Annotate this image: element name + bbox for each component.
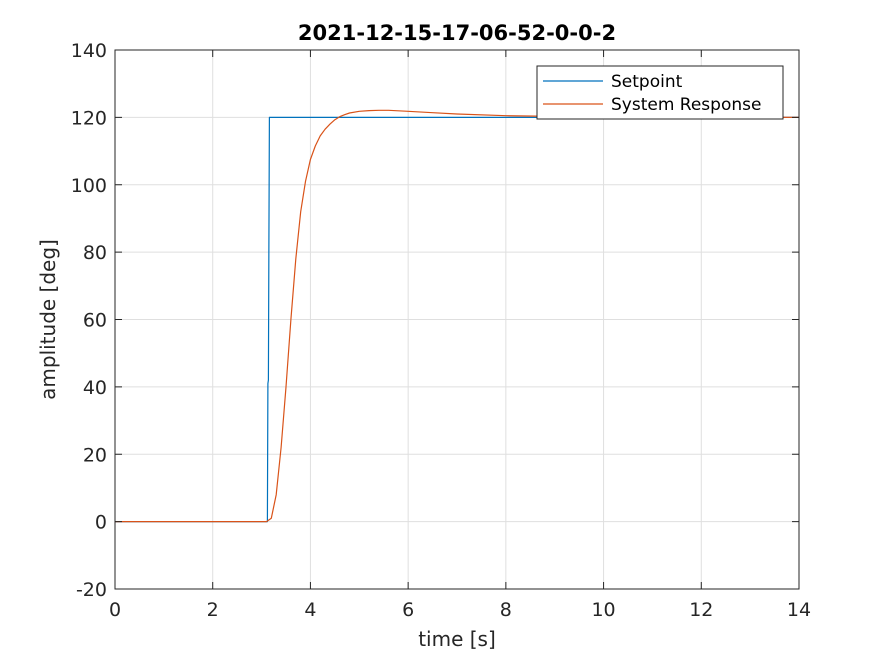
series-layer [115,109,800,523]
x-tick-label: 6 [402,599,414,621]
y-axis-label: amplitude [deg] [36,239,60,400]
grid-lines [115,50,799,589]
x-tick-label: 14 [787,599,811,621]
x-axis-label: time [s] [418,627,496,651]
y-tick-label: 140 [71,40,107,62]
y-tick-label: -20 [76,579,107,601]
chart-title: 2021-12-15-17-06-52-0-0-2 [298,21,616,45]
legend-label-setpoint: Setpoint [611,72,683,92]
y-tick-label: 100 [71,175,107,197]
x-tick-label: 10 [591,599,615,621]
tick-marks [114,49,800,590]
legend-items: Setpoint System Response [543,72,761,115]
x-tick-label: 12 [689,599,713,621]
y-tick-label: 120 [71,107,107,129]
x-tick-label: 4 [304,599,316,621]
series-line-system-response [115,109,800,523]
x-tick-label: 2 [207,599,219,621]
x-tick-label: 0 [109,599,121,621]
legend: Setpoint System Response [536,65,784,120]
y-tick-label: 80 [83,242,107,264]
y-tick-label: 0 [95,512,107,534]
y-tick-label: 20 [83,444,107,466]
legend-label-system-response: System Response [611,95,761,115]
y-tick-label: 40 [83,377,107,399]
x-tick-label: 8 [500,599,512,621]
y-tick-label: 60 [83,310,107,332]
legend-box [536,65,784,120]
